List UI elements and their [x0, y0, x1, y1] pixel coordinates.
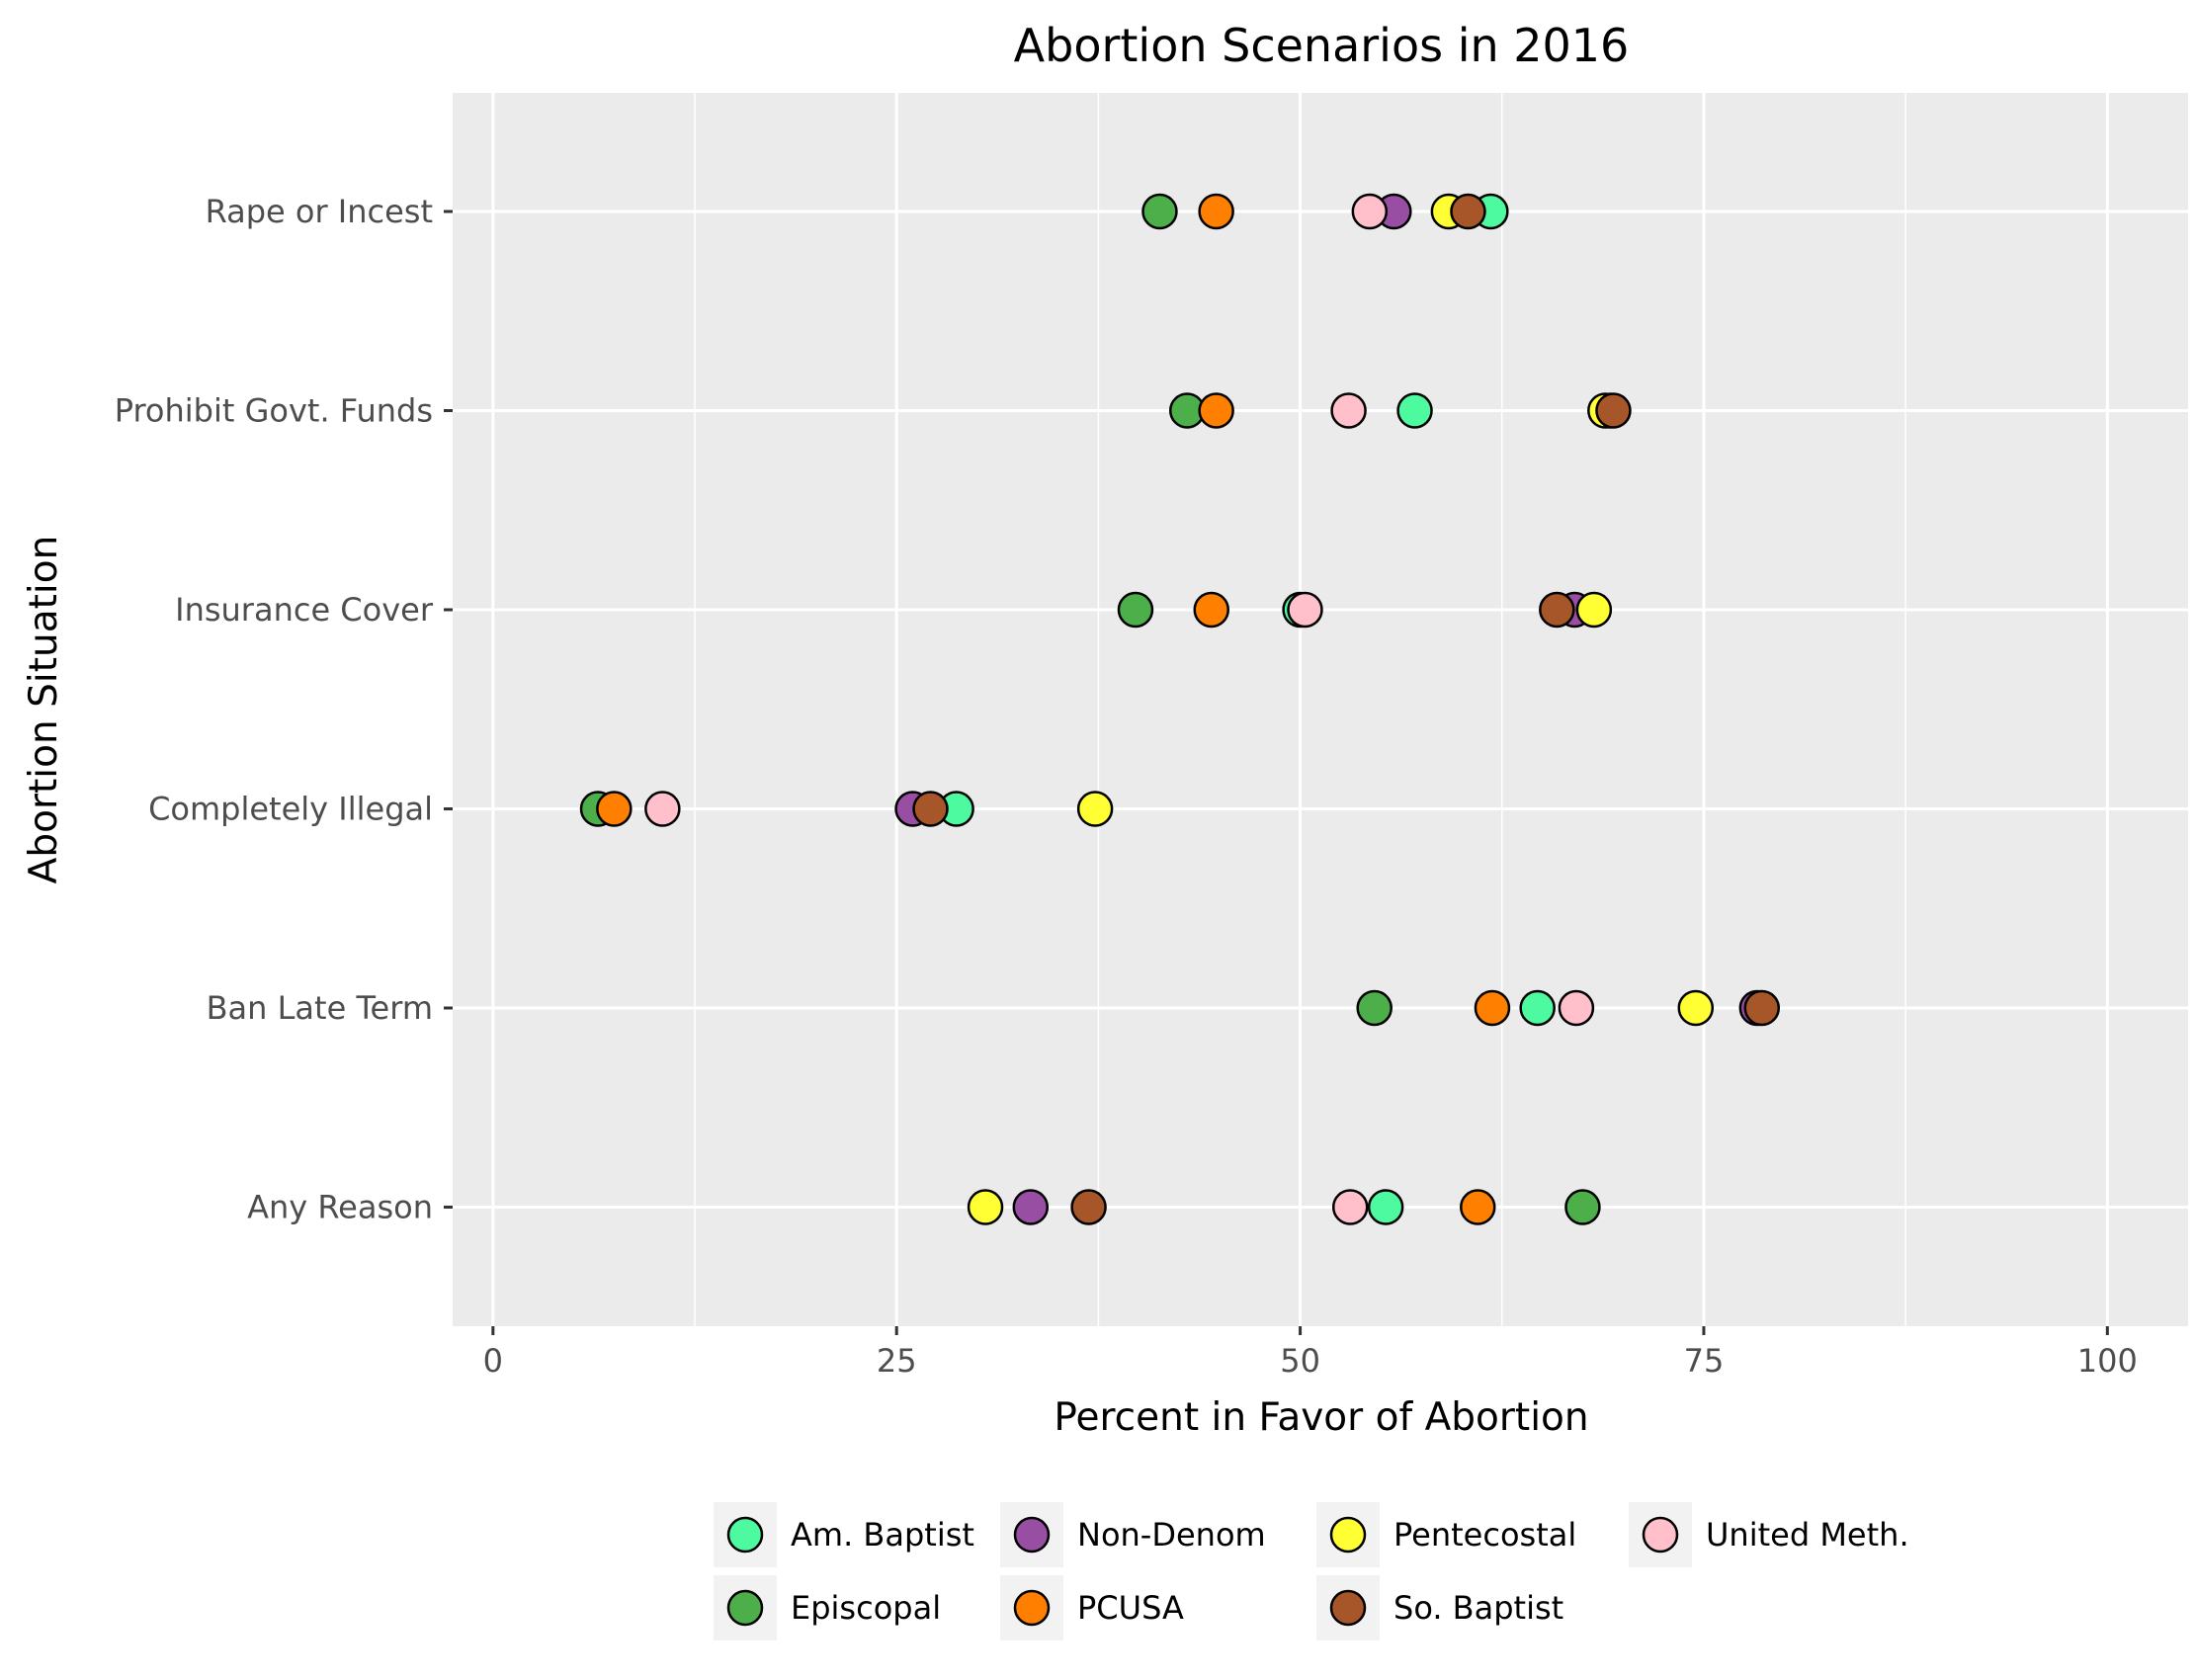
- y-axis: Rape or Incest Prohibit Govt. Funds Insura…: [115, 193, 453, 1226]
- data-points: [579, 193, 1781, 1225]
- data-point: [1558, 989, 1595, 1027]
- data-point: [644, 791, 681, 827]
- data-point: [1450, 193, 1486, 230]
- x-tick-label: 25: [877, 1342, 917, 1380]
- major-gridlines: [453, 93, 2188, 1326]
- data-point: [1367, 1189, 1404, 1225]
- plot-area: [453, 93, 2188, 1326]
- legend-key: [1329, 1589, 1367, 1627]
- data-point: [1460, 1189, 1496, 1225]
- data-point: [1575, 591, 1613, 629]
- y-tick-label: Completely Illegal: [148, 791, 433, 828]
- data-point: [1519, 989, 1556, 1027]
- legend-label: Am. Baptist: [791, 1516, 974, 1554]
- y-tick-label: Prohibit Govt. Funds: [115, 392, 433, 430]
- data-point: [1012, 1189, 1050, 1225]
- data-point: [1396, 392, 1433, 429]
- legend-key: [726, 1589, 764, 1627]
- data-point: [1356, 989, 1393, 1027]
- x-tick-label: 0: [483, 1342, 503, 1380]
- chart-title: Abortion Scenarios in 2016: [1014, 19, 1630, 72]
- data-point: [1198, 193, 1234, 230]
- y-tick-label: Any Reason: [247, 1189, 433, 1226]
- y-tick-label: Ban Late Term: [207, 989, 433, 1027]
- legend-label: Episcopal: [791, 1589, 941, 1627]
- data-point: [1743, 989, 1781, 1027]
- data-point: [1198, 392, 1234, 429]
- plot-panel: [453, 93, 2188, 1326]
- legend-label: Pentecostal: [1393, 1516, 1576, 1554]
- data-point: [1117, 591, 1154, 629]
- data-point: [1330, 392, 1367, 429]
- y-tick-label: Insurance Cover: [175, 591, 434, 629]
- x-tick-label: 100: [2077, 1342, 2138, 1380]
- data-point: [1474, 989, 1511, 1027]
- data-point: [967, 1189, 1004, 1225]
- data-point: [1076, 791, 1114, 827]
- data-point: [1539, 591, 1575, 629]
- x-axis: 0 25 50 75 100: [483, 1326, 2138, 1380]
- legend-key: [1013, 1589, 1051, 1627]
- legend-key: [1329, 1516, 1367, 1554]
- data-point: [1070, 1189, 1107, 1225]
- data-point: [1331, 1189, 1369, 1225]
- data-point: [1351, 193, 1389, 230]
- legend-label: Non-Denom: [1077, 1516, 1266, 1554]
- data-point: [912, 791, 949, 827]
- x-tick-label: 75: [1684, 1342, 1725, 1380]
- x-tick-label: 50: [1280, 1342, 1320, 1380]
- data-point: [1564, 1189, 1601, 1225]
- data-point: [596, 791, 633, 827]
- y-axis-title: Abortion Situation: [22, 536, 66, 884]
- minor-gridlines: [694, 93, 1906, 1326]
- legend-key: [726, 1516, 764, 1554]
- data-point: [1595, 392, 1632, 429]
- legend-label: So. Baptist: [1393, 1589, 1563, 1627]
- data-point: [1193, 591, 1229, 629]
- x-axis-title: Percent in Favor of Abortion: [1054, 1395, 1588, 1440]
- legend: Am. Baptist Non-Denom Pentecostal United Me…: [714, 1502, 1909, 1640]
- data-point: [1287, 591, 1323, 629]
- data-point: [1141, 193, 1178, 230]
- legend-key: [1013, 1516, 1051, 1554]
- legend-key: [1642, 1516, 1679, 1554]
- legend-label: United Meth.: [1706, 1516, 1909, 1554]
- y-tick-label: Rape or Incest: [206, 193, 433, 230]
- legend-label: PCUSA: [1077, 1589, 1184, 1627]
- data-point: [1677, 989, 1715, 1027]
